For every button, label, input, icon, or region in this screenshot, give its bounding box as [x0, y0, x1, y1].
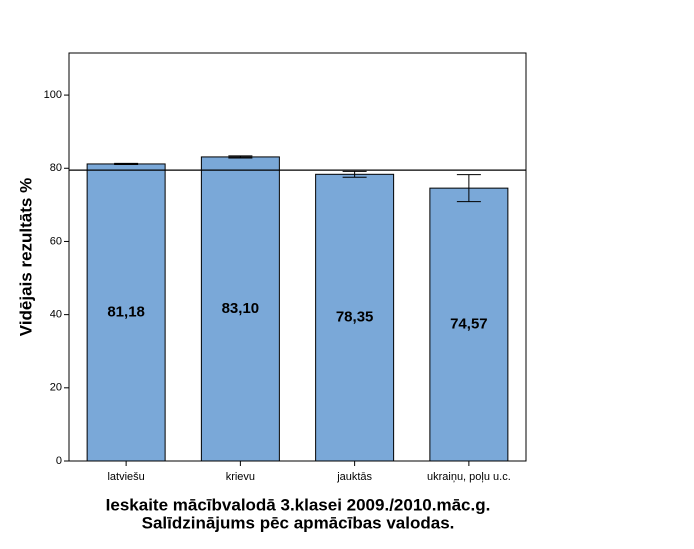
y-tick-label: 40: [50, 309, 62, 321]
value-label: 74,57: [450, 316, 488, 333]
error-bar: [114, 162, 139, 165]
y-tick-label: 20: [50, 382, 62, 394]
x-tick-label: jauktās: [336, 471, 372, 483]
error-bar: [228, 155, 253, 159]
value-label: 81,18: [107, 303, 145, 320]
bar: [429, 187, 509, 462]
y-tick-label: 60: [50, 235, 62, 247]
chart-subtitle: Salīdzinājums pēc apmācības valodas.: [142, 513, 455, 532]
y-axis-label: Vidējais rezultāts %: [16, 178, 35, 336]
value-label: 78,35: [336, 309, 374, 326]
x-tick-label: krievu: [226, 471, 255, 483]
bar: [200, 156, 280, 462]
error-bar: [342, 170, 367, 178]
value-label: 83,10: [222, 300, 260, 317]
plot-frame: [68, 52, 527, 462]
bar: [86, 163, 166, 462]
chart-title: Ieskaite mācībvalodā 3.klasei 2009./2010…: [106, 495, 491, 514]
x-tick-label: latviešu: [107, 471, 144, 483]
x-tick-label: ukraiņu, poļu u.c.: [427, 471, 511, 483]
y-tick-label: 100: [44, 89, 62, 101]
error-bar: [456, 174, 481, 203]
y-tick-label: 0: [56, 455, 62, 467]
y-tick-label: 80: [50, 162, 62, 174]
